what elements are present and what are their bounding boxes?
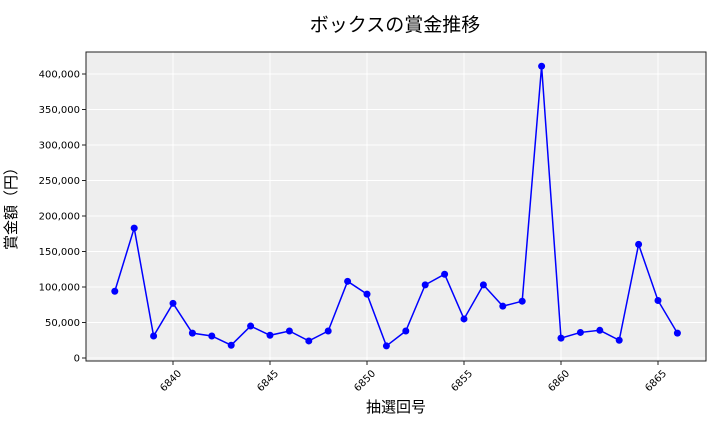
data-point — [635, 240, 643, 248]
data-point — [479, 281, 487, 289]
y-tick-label: 150,000 — [39, 247, 80, 258]
data-point — [208, 332, 216, 340]
x-axis-label: 抽選回号 — [365, 398, 426, 416]
y-tick-label: 100,000 — [39, 283, 80, 294]
y-tick-label: 200,000 — [39, 212, 80, 223]
data-point — [518, 297, 526, 305]
x-tick-label: 6865 — [643, 368, 669, 394]
y-tick-label: 0 — [74, 354, 80, 365]
x-tick-label: 6845 — [255, 368, 281, 394]
plot-area — [86, 52, 706, 361]
data-point — [596, 326, 604, 334]
chart-title: ボックスの賞金推移 — [309, 14, 481, 36]
data-point — [344, 277, 352, 285]
data-point — [169, 299, 177, 307]
x-tick-label: 6855 — [449, 368, 475, 394]
data-point — [324, 327, 332, 335]
data-point — [673, 329, 681, 337]
plot-frame — [85, 51, 707, 362]
data-point — [460, 315, 468, 323]
data-point — [421, 281, 429, 289]
data-point — [615, 336, 623, 344]
y-tick-label: 50,000 — [45, 318, 80, 329]
data-point — [402, 327, 410, 335]
data-point — [150, 332, 158, 340]
x-tick-label: 6850 — [352, 368, 378, 394]
data-point — [538, 62, 546, 70]
data-point — [576, 328, 584, 336]
data-point — [654, 296, 662, 304]
x-tick-label: 6860 — [546, 368, 572, 394]
y-tick-label: 400,000 — [39, 70, 80, 81]
data-point — [441, 270, 449, 278]
data-point — [499, 302, 507, 310]
data-point — [266, 331, 274, 339]
y-tick-label: 250,000 — [39, 176, 80, 187]
data-point — [363, 290, 371, 298]
data-point — [305, 337, 313, 345]
data-point — [130, 224, 138, 232]
data-point — [188, 329, 196, 337]
data-point — [227, 341, 235, 349]
data-point — [247, 322, 255, 330]
x-tick-label: 6840 — [158, 368, 184, 394]
data-point — [382, 342, 390, 350]
data-point — [111, 287, 119, 295]
y-tick-label: 300,000 — [39, 141, 80, 152]
data-point — [285, 327, 293, 335]
y-tick-label: 350,000 — [39, 105, 80, 116]
data-point — [557, 334, 565, 342]
